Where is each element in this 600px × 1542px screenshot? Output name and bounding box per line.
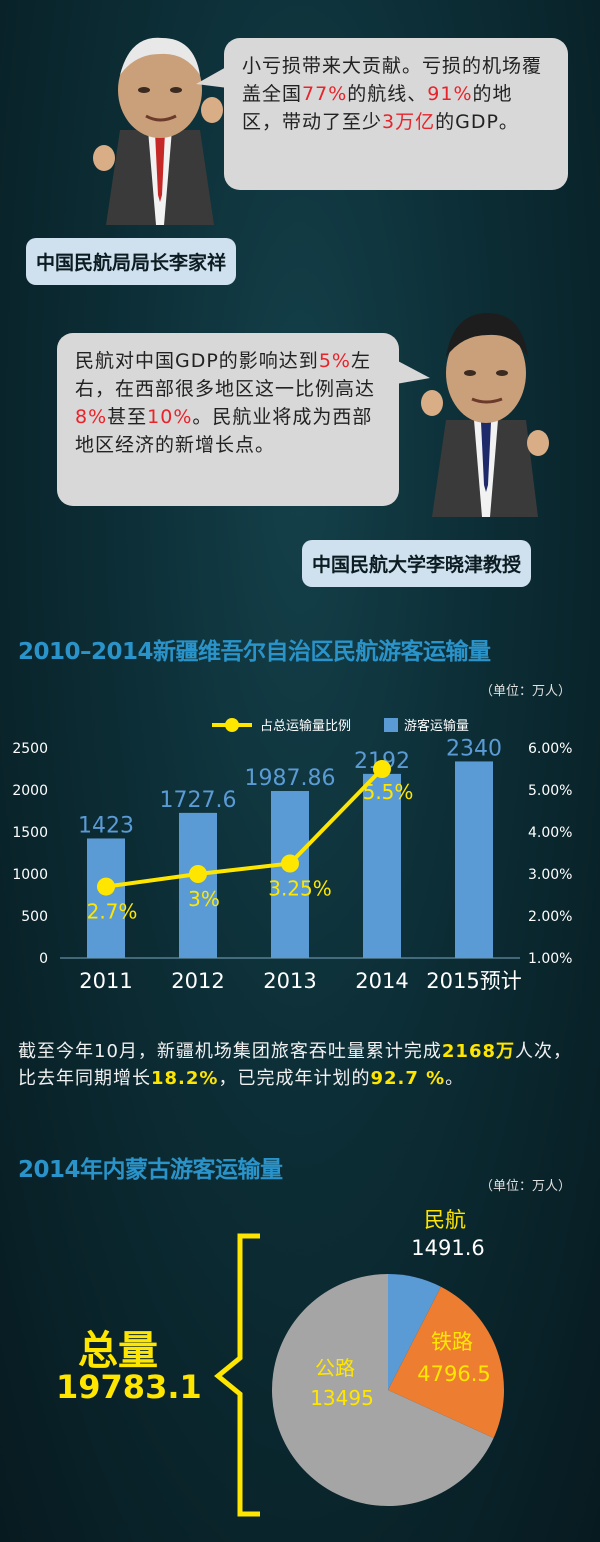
ratio-value-label: 3.25%: [268, 877, 332, 901]
quote-1-text: 小亏损带来大贡献。亏损的机场覆盖全国77%的航线、91%的地区，带动了至少3万亿…: [242, 55, 542, 133]
pie-chart: 民航 1491.6 铁路 4796.5 公路 13495: [272, 1208, 504, 1506]
ratio-value-label: 2.7%: [87, 900, 138, 924]
pie-label-rail: 铁路: [431, 1330, 473, 1354]
quote-bubble-1: 小亏损带来大贡献。亏损的机场覆盖全国77%的航线、91%的地区，带动了至少3万亿…: [224, 38, 568, 190]
paragraph-part-4: ，已完成年计划的: [218, 1068, 371, 1089]
y-right-tick-label: 2.00%: [528, 909, 572, 925]
bar-2014: [363, 773, 401, 958]
legend-bar-label: 游客运输量: [404, 718, 469, 734]
pie-label-civil: 民航: [424, 1208, 466, 1232]
pie-slice-0: [388, 1274, 441, 1390]
paragraph-part-5: 92.7 %: [370, 1068, 446, 1089]
pie-value-rail: 4796.5: [417, 1362, 490, 1386]
x-tick-label: 2015预计: [426, 969, 521, 993]
official-li-jiaxiang-illustration: [93, 37, 223, 225]
pie-chart-title: 2014年内蒙古游客运输量: [18, 1157, 283, 1183]
quote-2-part-3: 8%: [75, 406, 108, 428]
total-brace: [214, 1233, 260, 1517]
bar-value-label: 1423: [78, 813, 134, 838]
bar-2011: [87, 838, 125, 958]
quote-1-part-3: 91%: [427, 83, 473, 105]
bar-chart-unit: （单位：万人）: [480, 684, 572, 699]
bar-value-label: 1987.86: [245, 766, 336, 791]
total-label: 总量: [78, 1328, 158, 1374]
ratio-line: [105, 767, 384, 889]
bar-chart-title: 2010–2014新疆维吾尔自治区民航游客运输量: [18, 639, 491, 665]
y-left-tick-label: 0: [39, 951, 48, 967]
legend-line-label: 占总运输量比例: [260, 718, 351, 734]
legend-bar-swatch: [384, 718, 398, 732]
quote-2-part-6: 。民航业将成为西部地区经济的新增长点。: [75, 406, 373, 456]
y-right-tick-label: 3.00%: [528, 867, 572, 883]
pie-chart-unit: （单位：万人）: [480, 1179, 572, 1194]
bar-2012: [179, 812, 217, 958]
y-left-tick-label: 2000: [12, 783, 48, 799]
bar-value-label: 1727.6: [160, 788, 237, 813]
quote-bubble-2: 民航对中国GDP的影响达到5%左右，在西部很多地区这一比例高达 8%甚至10%。民…: [57, 333, 399, 506]
y-left-tick-label: 500: [21, 909, 48, 925]
quote-2-part-5: 10%: [147, 406, 193, 428]
bar-2015预计: [455, 761, 493, 958]
quote-bubble-1-tail: [196, 66, 228, 88]
paragraph-part-6: 。: [445, 1068, 465, 1089]
ratio-point: [373, 760, 391, 778]
quote-bubble-2-tail: [396, 360, 430, 384]
y-right-tick-label: 1.00%: [528, 951, 572, 967]
legend-line-marker: [225, 718, 239, 732]
summary-paragraph: 截至今年10月，新疆机场集团旅客吞吐量累计完成2168万人次，比去年同期增长18…: [18, 1038, 584, 1092]
bar-line-chart: 0 500 1000 1500 2000 2500 1.00% 2.00% 3.00% 4.00%…: [12, 718, 572, 993]
ratio-point: [189, 865, 207, 883]
quote-1-part-5: 3万亿: [382, 111, 436, 133]
quote-1-part-2: 的航线、: [347, 83, 428, 105]
total-value: 19783.1: [56, 1368, 202, 1406]
paragraph-part-2: 人次，比去年同期增长: [18, 1041, 573, 1089]
pie-slice-2: [272, 1274, 494, 1506]
y-left-tick-label: 1000: [12, 867, 48, 883]
quote-2-part-1: 5%: [318, 350, 351, 372]
y-right-tick-label: 6.00%: [528, 741, 572, 757]
bar-value-label: 2340: [446, 736, 502, 761]
pie-slice-1: [388, 1286, 504, 1438]
y-left-tick-label: 2500: [12, 741, 48, 757]
quote-1-part-1: 77%: [302, 83, 348, 105]
x-tick-label: 2013: [263, 969, 316, 993]
quote-2-part-0: 民航对中国GDP的影响达到: [75, 350, 319, 372]
quote-2-text: 民航对中国GDP的影响达到5%左右，在西部很多地区这一比例高达 8%甚至10%。民…: [75, 350, 375, 456]
professor-li-xiaojin-illustration: [421, 313, 549, 517]
quote-2-part-2: 左右，在西部很多地区这一比例高达: [75, 350, 376, 400]
paragraph-part-3: 18.2%: [151, 1068, 219, 1089]
ratio-value-label: 5.5%: [363, 780, 414, 804]
speaker-tag-1: 中国民航局局长李家祥: [26, 238, 237, 285]
paragraph-part-1: 2168万: [441, 1041, 516, 1062]
x-tick-label: 2014: [355, 969, 408, 993]
ratio-point: [281, 854, 299, 873]
bar-2013: [271, 791, 309, 958]
x-tick-label: 2011: [79, 969, 132, 993]
x-tick-label: 2012: [171, 969, 224, 993]
speaker-tag-2: 中国民航大学李晓津教授: [302, 540, 532, 587]
pie-value-road: 13495: [310, 1386, 374, 1410]
y-right-tick-label: 4.00%: [528, 825, 572, 841]
pie-value-civil: 1491.6: [411, 1236, 484, 1260]
ratio-value-label: 3%: [188, 887, 220, 911]
y-right-tick-label: 5.00%: [528, 783, 572, 799]
y-left-tick-label: 1500: [12, 825, 48, 841]
quote-1-part-4: 的地区，带动了至少: [242, 83, 513, 133]
quote-1-part-6: 的GDP。: [435, 111, 519, 133]
quote-2-part-4: 甚至: [107, 406, 148, 428]
paragraph-part-0: 截至今年10月，新疆机场集团旅客吞吐量累计完成: [18, 1041, 442, 1062]
ratio-point: [97, 877, 115, 896]
quote-1-part-0: 小亏损带来大贡献。亏损的机场覆盖全国: [242, 55, 543, 105]
pie-label-road: 公路: [315, 1356, 355, 1380]
